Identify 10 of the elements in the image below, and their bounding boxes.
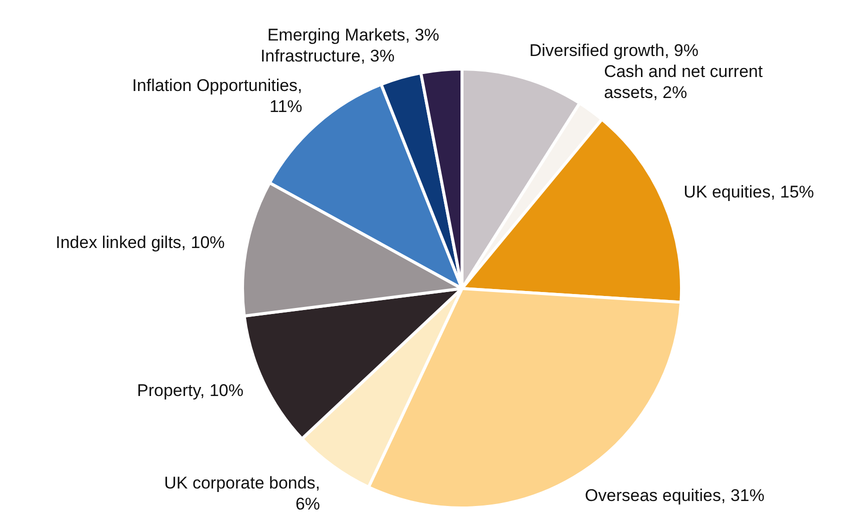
slice-label: Diversified growth, 9%: [529, 40, 698, 60]
slice-label: UK corporate bonds, 6%: [164, 474, 320, 514]
slice-label: Property, 10%: [137, 381, 244, 400]
slice-label: Emerging Markets, 3%: [267, 25, 440, 44]
slice-label: UK equities, 15%: [684, 182, 814, 202]
slice-label: Overseas equities, 31%: [584, 486, 764, 506]
slice-label: Infrastructure, 3%: [260, 46, 395, 66]
slice-label: Cash and net current assets, 2%: [604, 62, 763, 102]
slice-label: Index linked gilts, 10%: [56, 232, 225, 252]
slice-label: Inflation Opportunities, 11%: [132, 76, 302, 116]
